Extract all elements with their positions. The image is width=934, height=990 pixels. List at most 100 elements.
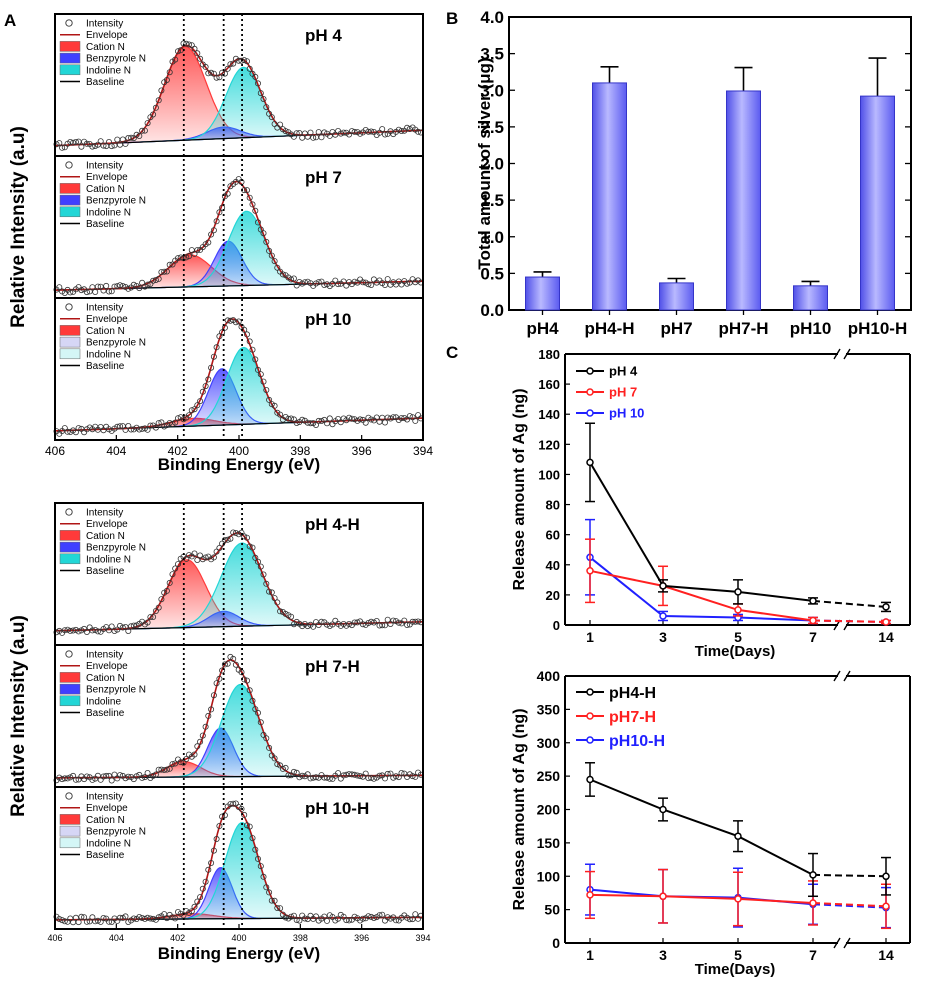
xps-intensity-marker — [106, 918, 113, 925]
xps-legend-symbol — [65, 508, 73, 516]
xps-intensity-marker — [108, 777, 115, 784]
xps-intensity-marker — [202, 878, 209, 885]
xps-intensity-marker — [340, 129, 347, 136]
xps-intensity-marker — [415, 412, 422, 419]
xps-legend-label: Cation N — [86, 673, 125, 684]
xps-intensity-marker — [312, 421, 319, 428]
xps-intensity-marker — [106, 772, 113, 779]
xps-legend-label: Baseline — [86, 361, 125, 372]
xps-intensity-marker — [53, 629, 60, 636]
xps-intensity-marker — [122, 426, 129, 433]
xps-intensity-marker — [197, 398, 204, 405]
xps-legend-symbol — [59, 683, 81, 695]
xps-intensity-marker — [144, 281, 151, 288]
xps-intensity-marker — [161, 268, 168, 275]
xps-intensity-marker — [321, 774, 328, 781]
xps-intensity-marker — [279, 765, 286, 772]
xps-intensity-marker — [56, 284, 63, 291]
xps-legend-symbol — [59, 825, 81, 837]
release-legend-label: pH10-H — [609, 733, 665, 750]
release-legend-marker — [586, 736, 594, 744]
xps-intensity-marker — [185, 41, 192, 48]
xps-subplot-title: pH 4 — [305, 26, 342, 45]
bar-y-tick-label: 4.0 — [480, 8, 504, 27]
xps-intensity-marker — [144, 120, 151, 127]
xps-legend-symbol — [59, 41, 81, 52]
xps-intensity-marker — [404, 622, 411, 629]
xps-intensity-marker — [122, 913, 129, 920]
release-y-tick-label: 60 — [546, 528, 560, 543]
xps-intensity-marker — [296, 917, 303, 924]
xps-legend-label: Intensity — [86, 19, 123, 30]
xps-intensity-marker — [197, 55, 204, 62]
xps-legend-symbol — [65, 161, 73, 169]
release-legend-label: pH 10 — [609, 406, 644, 421]
xps-intensity-marker — [376, 418, 383, 425]
xps-intensity-marker — [188, 908, 195, 915]
xps-intensity-marker — [75, 628, 82, 635]
xps-intensity-marker — [221, 70, 228, 77]
xps-intensity-marker — [72, 138, 79, 145]
xps-intensity-marker — [351, 619, 358, 626]
xps-intensity-marker — [315, 279, 322, 286]
xps-tick-label: 406 — [45, 444, 65, 458]
xps-intensity-marker — [346, 917, 353, 924]
xps-intensity-marker — [332, 131, 339, 138]
xps-intensity-marker — [224, 536, 231, 543]
xps-intensity-marker — [205, 70, 212, 77]
xps-intensity-marker — [387, 915, 394, 922]
bar-y-tick-label: 1.5 — [480, 191, 504, 210]
release-legend-marker — [586, 388, 594, 396]
xps-intensity-marker — [271, 755, 278, 762]
xps-intensity-marker — [288, 913, 295, 920]
xps-intensity-marker — [362, 770, 369, 777]
xps-intensity-marker — [219, 667, 226, 674]
release-axis-break — [843, 937, 851, 949]
release-point — [809, 871, 817, 879]
xps-intensity-marker — [392, 917, 399, 924]
release-x-tick-label: 7 — [809, 629, 817, 645]
xps-intensity-marker — [67, 915, 74, 922]
xps-legend-symbol — [65, 303, 73, 311]
xps-intensity-marker — [158, 419, 165, 426]
xps-intensity-marker — [94, 772, 101, 779]
bar-rect — [592, 82, 627, 311]
xps-intensity-marker — [94, 917, 101, 924]
xps-intensity-marker — [282, 128, 289, 135]
xps-intensity-marker — [169, 914, 176, 921]
xps-intensity-marker — [89, 627, 96, 634]
xps-intensity-marker — [174, 48, 181, 55]
xps-intensity-marker — [61, 425, 68, 432]
xps-intensity-marker — [406, 916, 413, 923]
xps-intensity-marker — [398, 770, 405, 777]
xps-legend-label: Envelope — [86, 803, 128, 814]
release-point — [734, 606, 742, 614]
xps-intensity-marker — [398, 127, 405, 134]
release-chart-ph: 0 20 40 60 80 100 120 140 160 180 1 3 5 7 14 Time(Days)… — [511, 347, 911, 660]
xps-intensity-marker — [202, 554, 209, 561]
xps-intensity-marker — [97, 283, 104, 290]
xps-legend-label: Cation N — [86, 184, 125, 195]
xps-legend-label: Envelope — [86, 30, 128, 41]
xps-intensity-marker — [141, 127, 148, 134]
xps-intensity-marker — [252, 73, 259, 80]
xps-tick-label: 396 — [354, 933, 369, 943]
xps-intensity-marker — [346, 414, 353, 421]
xps-legend-label: Benzpyrole N — [86, 338, 146, 349]
xps-legend-symbol — [65, 19, 73, 27]
xps-intensity-marker — [288, 415, 295, 422]
xps-intensity-marker — [254, 855, 261, 862]
xps-intensity-marker — [257, 863, 264, 870]
xps-legend-label: Indoline N — [86, 207, 131, 218]
release-series-line — [812, 903, 887, 909]
xps-intensity-marker — [172, 760, 179, 767]
xps-intensity-marker — [412, 417, 419, 424]
xps-legend-label: Cation N — [86, 531, 125, 542]
xps-legend-symbol — [59, 336, 81, 348]
xps-intensity-marker — [117, 914, 124, 921]
xps-intensity-marker — [335, 770, 342, 777]
xps-legend-symbol — [59, 553, 81, 565]
xps-intensity-marker — [155, 275, 162, 282]
release-series-line — [589, 556, 814, 622]
xps-legend-label: Indoline N — [86, 838, 131, 849]
